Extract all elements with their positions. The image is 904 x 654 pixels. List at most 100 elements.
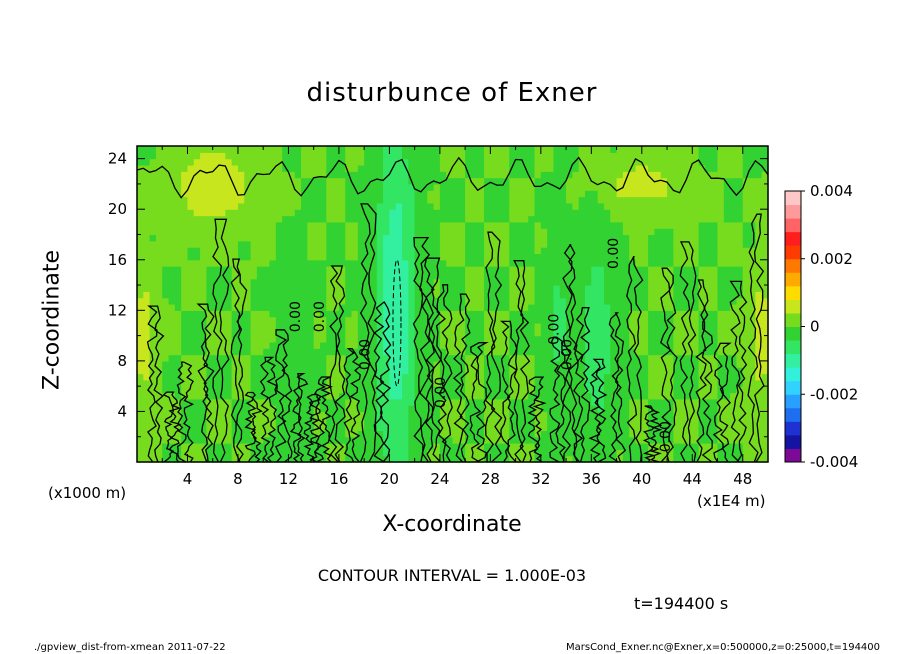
- field-cell: [629, 285, 637, 292]
- field-cell: [313, 360, 321, 368]
- field-cell: [622, 215, 630, 223]
- field-cell: [648, 183, 656, 191]
- field-cell: [685, 367, 693, 375]
- field-cell: [319, 424, 327, 431]
- field-cell: [351, 348, 359, 356]
- field-cell: [149, 259, 157, 267]
- field-cell: [692, 360, 700, 368]
- field-cell: [534, 398, 542, 406]
- field-cell: [736, 240, 744, 248]
- field-cell: [155, 373, 163, 381]
- field-cell: [206, 183, 214, 191]
- field-cell: [496, 392, 504, 400]
- field-cell: [736, 386, 744, 394]
- field-cell: [402, 379, 409, 387]
- field-cell: [181, 449, 189, 457]
- field-cell: [723, 234, 731, 242]
- field-cell: [685, 146, 693, 153]
- field-cell: [540, 335, 548, 343]
- field-cell: [345, 152, 353, 160]
- field-cell: [742, 436, 750, 444]
- field-cell: [155, 152, 163, 160]
- field-cell: [471, 329, 479, 337]
- field-cell: [200, 304, 208, 311]
- field-cell: [263, 240, 271, 248]
- field-cell: [187, 411, 195, 419]
- field-cell: [168, 221, 176, 229]
- field-cell: [742, 373, 750, 381]
- field-cell: [370, 322, 378, 330]
- field-cell: [301, 417, 308, 425]
- field-cell: [540, 373, 548, 381]
- field-cell: [723, 221, 731, 229]
- field-cell: [452, 259, 460, 267]
- field-cell: [730, 398, 738, 406]
- field-cell: [219, 177, 226, 185]
- field-cell: [660, 335, 668, 343]
- field-cell: [648, 386, 656, 394]
- field-cell: [528, 436, 536, 444]
- field-cell: [364, 278, 372, 286]
- field-cell: [244, 202, 252, 210]
- field-cell: [307, 424, 315, 431]
- field-cell: [345, 285, 353, 292]
- field-cell: [641, 411, 649, 419]
- field-cell: [610, 202, 618, 210]
- field-cell: [654, 392, 662, 400]
- field-cell: [717, 322, 725, 330]
- field-cell: [219, 234, 226, 242]
- field-cell: [269, 253, 277, 261]
- field-cell: [755, 405, 763, 413]
- field-cell: [477, 392, 485, 400]
- field-cell: [610, 196, 618, 204]
- field-cell: [540, 183, 548, 191]
- field-cell: [288, 183, 296, 191]
- field-cell: [521, 329, 529, 337]
- field-cell: [471, 278, 479, 286]
- field-cell: [496, 209, 504, 217]
- field-cell: [673, 386, 681, 394]
- field-cell: [471, 253, 479, 261]
- field-cell: [351, 247, 359, 255]
- field-cell: [484, 221, 491, 229]
- field-cell: [673, 202, 681, 210]
- field-cell: [137, 316, 144, 324]
- field-cell: [439, 266, 447, 273]
- field-cell: [439, 259, 447, 267]
- field-cell: [692, 247, 700, 255]
- field-cell: [622, 310, 630, 318]
- field-cell: [427, 335, 435, 343]
- field-cell: [143, 443, 151, 450]
- field-cell: [597, 455, 605, 463]
- field-cell: [635, 335, 643, 343]
- field-cell: [193, 436, 201, 444]
- field-cell: [704, 291, 712, 299]
- field-cell: [301, 190, 308, 198]
- field-cell: [673, 183, 681, 191]
- field-cell: [256, 234, 264, 242]
- field-cell: [597, 177, 605, 185]
- field-cell: [477, 329, 485, 337]
- field-cell: [603, 411, 611, 419]
- field-cell: [673, 253, 681, 261]
- field-cell: [566, 430, 573, 438]
- field-cell: [534, 329, 542, 337]
- field-cell: [452, 285, 460, 292]
- field-cell: [149, 449, 157, 457]
- field-cell: [389, 417, 397, 425]
- field-cell: [256, 443, 264, 450]
- field-cell: [452, 316, 460, 324]
- field-cell: [597, 329, 605, 337]
- field-cell: [591, 171, 599, 179]
- field-cell: [502, 272, 510, 280]
- field-cell: [452, 360, 460, 368]
- field-cell: [679, 215, 687, 223]
- field-cell: [433, 253, 441, 261]
- field-cell: [187, 202, 195, 210]
- field-cell: [521, 228, 529, 236]
- field-cell: [420, 253, 428, 261]
- field-cell: [149, 228, 157, 236]
- field-cell: [509, 196, 517, 204]
- field-cell: [704, 152, 712, 160]
- field-cell: [559, 297, 567, 305]
